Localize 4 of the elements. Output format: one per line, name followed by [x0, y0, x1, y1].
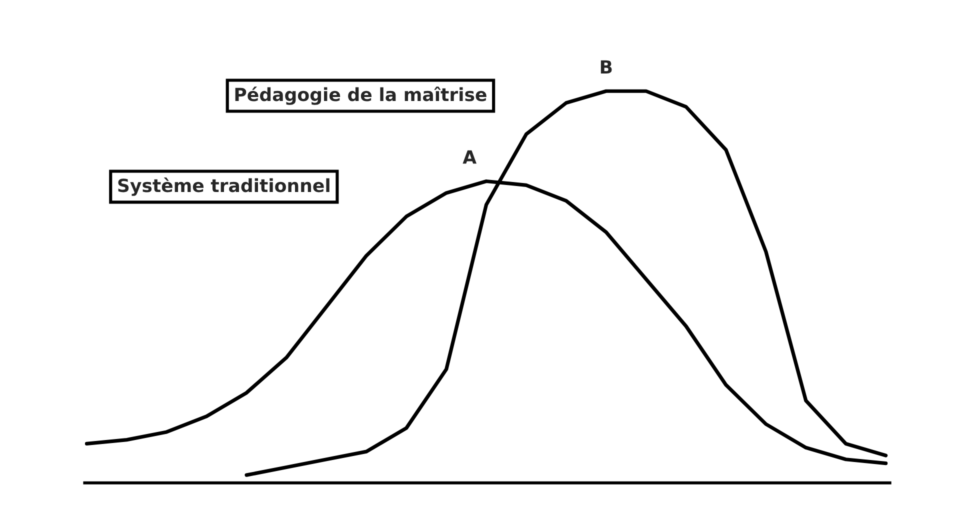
annotation: A: [462, 150, 477, 164]
text: Système traditionnel: [118, 178, 330, 196]
text: B: [600, 60, 612, 74]
text: Pédagogie de la maîtrise: [235, 86, 486, 105]
